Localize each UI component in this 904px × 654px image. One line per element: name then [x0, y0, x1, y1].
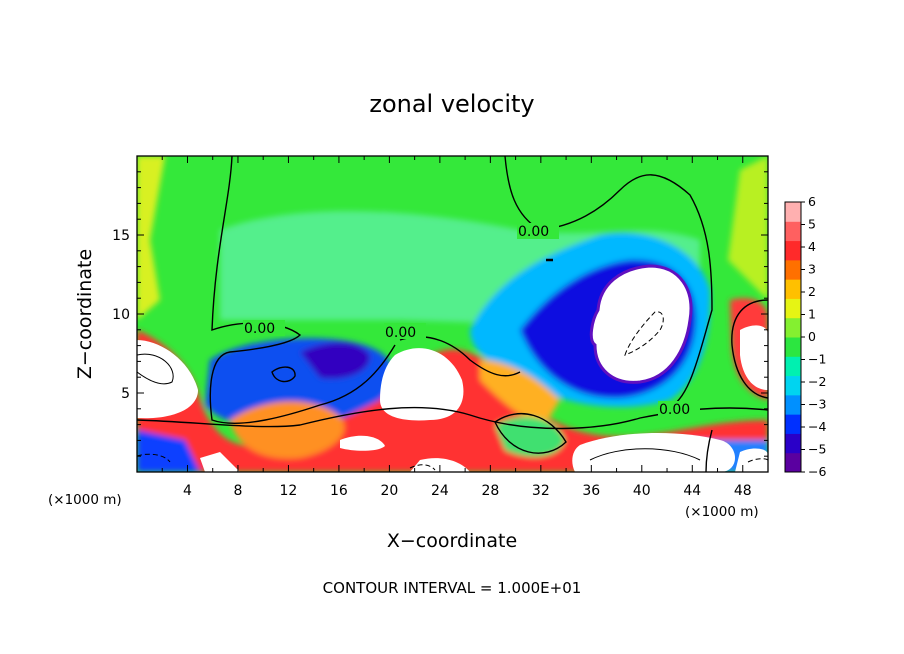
saturated-region-bottom-right	[572, 433, 735, 472]
saturated-region-left	[137, 340, 198, 419]
colorbar-tick-label: 0	[808, 329, 816, 344]
x-axis-label: X−coordinate	[387, 530, 517, 552]
colorbar-tick-label: 3	[808, 262, 816, 277]
field-region-bottom-blue	[137, 430, 200, 472]
saturated-region-right-core	[589, 264, 693, 384]
contour-negative-bottom-mid	[409, 464, 436, 471]
field-region-upper-right-yellow	[728, 156, 768, 300]
x-tick-label: 40	[633, 483, 651, 499]
contour-lines	[137, 156, 768, 472]
colorbar-swatch	[785, 259, 801, 280]
saturated-region-bottom-center	[340, 435, 385, 451]
x-tick-label: 12	[280, 483, 298, 499]
colorbar-swatch	[785, 221, 801, 242]
colorbar-swatch	[785, 337, 801, 357]
x-tick-label: 4	[183, 483, 192, 499]
colorbar: 6 5 4 3 2 1 0 −1 −2 −3 −4 −5 −6	[784, 194, 826, 479]
colorbar-swatch	[785, 317, 801, 338]
x-tick-label: 8	[233, 483, 242, 499]
contour-negative-bottom-left	[137, 453, 171, 463]
contour-zero-closed-b	[494, 413, 567, 454]
contour-label: 0.00	[385, 325, 416, 341]
colorbar-tick-label: 1	[808, 307, 816, 322]
saturated-region-right-edge	[740, 325, 768, 390]
field-region-orange-mid	[480, 360, 560, 425]
colorbar-swatch	[785, 394, 801, 415]
contour-right-vertical	[705, 429, 713, 472]
y-tick-label: 15	[112, 228, 130, 244]
field-region-green-patch	[495, 416, 565, 457]
field-region-negative-left-core	[300, 342, 371, 379]
x-axis-unit-left: (×1000 m)	[48, 492, 122, 508]
colorbar-tick-label: −5	[808, 442, 826, 457]
colorbar-tick-label: −4	[808, 419, 826, 434]
colorbar-tick-label: 4	[808, 239, 816, 254]
x-axis-unit-right: (×1000 m)	[685, 504, 759, 520]
field-region-orange-patches	[230, 401, 345, 459]
contour-label: 0.00	[244, 321, 275, 337]
contour-label: 0.00	[518, 224, 549, 240]
contour-negative-bottom-right	[747, 458, 768, 463]
x-tick-label: 28	[481, 483, 499, 499]
contour-zero-left	[209, 156, 396, 424]
contour-interval-note: CONTOUR INTERVAL = 1.000E+01	[323, 579, 582, 597]
velocity-field	[137, 156, 768, 472]
y-tick-label: 10	[112, 307, 130, 323]
x-tick-label: 32	[532, 483, 550, 499]
saturated-region-center	[380, 348, 464, 421]
y-axis-label: Z−coordinate	[74, 249, 96, 379]
colorbar-swatch	[785, 202, 801, 222]
colorbar-tick-label: −6	[808, 464, 826, 479]
contour-negative-right	[624, 311, 664, 356]
colorbar-swatch	[785, 414, 801, 434]
x-tick-label: 44	[683, 483, 701, 499]
colorbar-swatch	[785, 375, 801, 396]
y-tick-label: 5	[121, 386, 130, 402]
colorbar-swatch	[785, 433, 801, 454]
colorbar-tick-label: −1	[808, 352, 826, 367]
x-tick-label: 20	[380, 483, 398, 499]
colorbar-tick-label: −2	[808, 374, 826, 389]
chart-title: zonal velocity	[369, 90, 534, 118]
colorbar-swatch	[785, 298, 801, 319]
x-tick-label: 24	[431, 483, 449, 499]
contour-positive-bottom-right	[589, 448, 701, 461]
colorbar-swatch	[785, 452, 801, 473]
colorbar-tick-label: 6	[808, 194, 816, 209]
saturated-region-bottom-left	[200, 452, 240, 472]
colorbar-swatch	[785, 279, 801, 299]
colorbar-swatch	[785, 356, 801, 377]
colorbar-tick-label: 2	[808, 284, 816, 299]
colorbar-tick-label: −3	[808, 397, 826, 412]
field-region-upper-left-yellow	[137, 156, 165, 320]
contour-label: 0.00	[659, 402, 690, 418]
x-tick-label: 48	[734, 483, 752, 499]
x-axis: 4 8 12 16 20 24 28 32 36 40 44 48	[161, 156, 752, 499]
x-tick-label: 36	[582, 483, 600, 499]
contour-positive-left	[137, 353, 174, 385]
colorbar-tick-label: 5	[808, 217, 816, 232]
colorbar-swatch	[785, 240, 801, 261]
y-axis: 5 10 15	[112, 171, 768, 457]
contour-right-edge	[731, 299, 768, 399]
x-tick-label: 16	[330, 483, 348, 499]
contour-zero-closed-a	[271, 366, 296, 383]
contour-labels: 0.00 0.00 0.00 0.00	[243, 223, 700, 418]
